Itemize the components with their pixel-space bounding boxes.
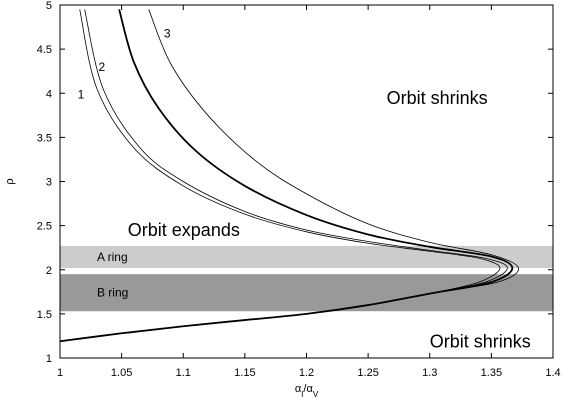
curve-label-3: 3 (164, 27, 171, 41)
region-label-2: Orbit shrinks (430, 331, 531, 351)
band-label-0: A ring (97, 250, 128, 264)
y-tick-label-3: 2.5 (37, 221, 52, 233)
ring-band-1 (60, 274, 553, 312)
x-tick-label-4: 1.2 (299, 367, 314, 379)
orbit-curves (59, 9, 519, 343)
curve-label-1: 1 (78, 88, 85, 102)
curve-3 (59, 9, 519, 342)
x-tick-label-6: 1.3 (422, 367, 437, 379)
region-label-1: Orbit expands (128, 220, 240, 240)
curve-label-2: 2 (99, 60, 106, 74)
band-label-1: B ring (97, 286, 128, 300)
x-tick-label-3: 1.15 (234, 367, 255, 379)
x-tick-label-8: 1.4 (545, 367, 560, 379)
y-tick-label-2: 2 (46, 265, 52, 277)
x-tick-label-7: 1.35 (481, 367, 502, 379)
y-tick-label-5: 3.5 (37, 132, 52, 144)
x-tick-label-1: 1.05 (111, 367, 132, 379)
axis-ticks: 1 1.05 1.1 1.15 1.2 1.25 1.3 1.35 1.4 1 1.5 2 2.5 3 3.… (37, 0, 561, 379)
y-axis-label: ρ (4, 178, 16, 184)
y-tick-label-4: 3 (46, 177, 52, 189)
ring-bands (60, 245, 553, 312)
y-tick-label-8: 5 (46, 0, 52, 12)
y-tick-label-1: 1.5 (37, 309, 52, 321)
chart-labels: A ring B ring 12 3 Orbit shrinks Orbit expand… (78, 27, 531, 352)
y-tick-label-7: 4.5 (37, 44, 52, 56)
y-tick-label-0: 1 (46, 353, 52, 365)
x-axis-label: αI/αV (295, 383, 319, 399)
y-tick-label-6: 4 (46, 88, 52, 100)
x-tick-label-5: 1.25 (357, 367, 378, 379)
x-tick-label-2: 1.1 (176, 367, 191, 379)
region-label-0: Orbit shrinks (387, 88, 488, 108)
x-tick-label-0: 1 (57, 367, 63, 379)
